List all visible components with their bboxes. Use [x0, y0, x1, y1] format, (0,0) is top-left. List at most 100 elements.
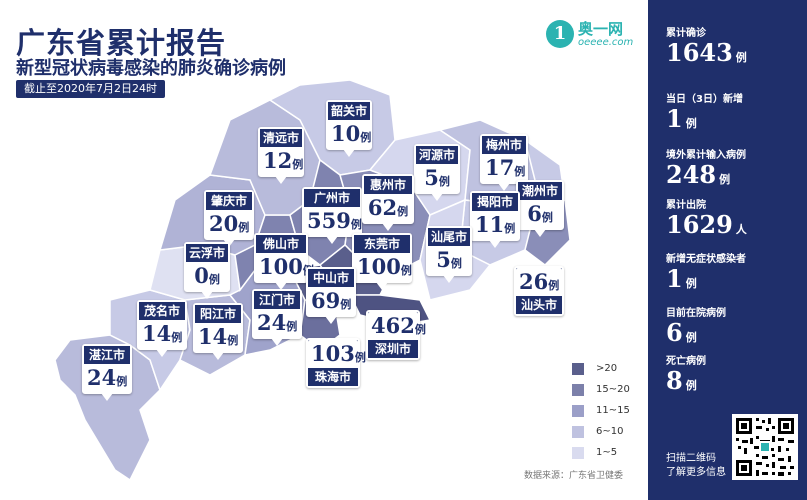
city-unit: 例	[286, 320, 298, 333]
city-value: 17	[485, 155, 515, 180]
city-unit: 例	[208, 273, 220, 286]
stat-label: 当日（3日）新增	[666, 94, 743, 105]
stat-unit: 例	[719, 173, 731, 186]
stat-unit: 例	[685, 379, 697, 392]
city-callout-chaozhou: 潮州市 6例	[516, 180, 564, 237]
city-unit: 例	[292, 158, 304, 171]
stat-label: 新增无症状感染者	[666, 254, 746, 265]
qr-caption: 扫描二维码 了解更多信息	[666, 452, 726, 480]
city-value: 11	[475, 212, 505, 237]
stat-label: 累计确诊	[666, 28, 706, 39]
city-unit: 例	[116, 375, 128, 388]
city-value: 6	[527, 201, 542, 226]
city-name: 江门市	[254, 291, 300, 309]
city-callout-jieyang: 揭阳市 11例	[470, 191, 520, 248]
city-callout-meizhou: 梅州市 17例	[480, 134, 528, 191]
city-name: 阳江市	[195, 305, 241, 323]
stat-value: 6	[666, 318, 683, 347]
city-callout-jiangmen: 江门市 24例	[252, 289, 302, 346]
city-unit: 例	[450, 257, 462, 270]
city-callout-zhanjiang: 湛江市 24例	[82, 344, 132, 401]
city-unit: 例	[504, 222, 516, 235]
city-name: 云浮市	[186, 244, 228, 262]
city-name: 河源市	[416, 146, 458, 164]
city-value: 24	[257, 310, 287, 335]
city-name: 清远市	[260, 129, 302, 147]
brand-logo[interactable]: 1 奥一网 oeeee.com	[546, 18, 640, 54]
city-unit: 例	[354, 351, 366, 364]
city-callout-zhongshan: 中山市 69例	[306, 267, 356, 324]
city-value: 559	[307, 208, 351, 233]
legend-swatch	[572, 383, 584, 396]
logo-domain: oeeee.com	[578, 37, 634, 48]
city-unit: 例	[514, 165, 526, 178]
legend-swatch	[572, 446, 584, 459]
city-unit: 例	[400, 264, 412, 277]
map-legend: >20 15~20 11~15 6~10 1~5	[572, 358, 642, 463]
city-unit: 例	[350, 218, 362, 231]
city-unit: 例	[340, 298, 352, 311]
city-callout-dongguan: 东莞市 100例	[352, 233, 412, 290]
city-value: 14	[198, 324, 228, 349]
city-callout-foshan: 佛山市 100例	[254, 233, 314, 290]
stat-label: 累计出院	[666, 200, 706, 211]
city-unit: 例	[414, 323, 426, 336]
map-area: 广东省累计报告 新型冠状病毒感染的肺炎确诊病例 截止至2020年7月2日24时 …	[16, 18, 642, 481]
legend-label: >20	[596, 363, 618, 374]
qr-code-icon[interactable]	[732, 414, 798, 480]
city-value: 0	[194, 263, 209, 288]
city-name: 汕尾市	[428, 228, 470, 246]
city-unit: 例	[238, 221, 250, 234]
city-unit: 例	[438, 175, 450, 188]
city-unit: 例	[360, 131, 372, 144]
city-value: 26	[519, 269, 549, 294]
stat-label: 目前在院病例	[666, 308, 726, 319]
data-source: 数据来源：广东省卫健委	[524, 471, 624, 481]
stat-value: 1	[666, 264, 683, 293]
page-title: 广东省累计报告	[16, 26, 227, 60]
stat-unit: 例	[735, 51, 747, 64]
city-callout-shenzhen: 462例 深圳市	[366, 310, 426, 360]
legend-item: 1~5	[572, 442, 642, 463]
city-value: 100	[357, 254, 401, 279]
stat-value: 1629	[666, 210, 733, 239]
city-name: 潮州市	[518, 182, 562, 200]
stat-label: 死亡病例	[666, 356, 706, 367]
city-unit: 例	[548, 279, 560, 292]
stat-cumulative-confirmed: 累计确诊 1643 例	[666, 24, 747, 67]
city-unit: 例	[227, 334, 239, 347]
city-value: 5	[436, 247, 451, 272]
city-value: 69	[311, 288, 341, 313]
legend-swatch	[572, 362, 584, 375]
city-unit: 例	[397, 205, 409, 218]
city-name: 佛山市	[256, 235, 306, 253]
stat-value: 1643	[666, 38, 733, 67]
logo-name: 奥一网	[578, 20, 624, 38]
city-name: 韶关市	[328, 102, 370, 120]
city-callout-maoming: 茂名市 14例	[137, 300, 187, 357]
legend-swatch	[572, 404, 584, 417]
qr-caption-line2: 了解更多信息	[666, 467, 726, 478]
city-value: 103	[311, 341, 355, 366]
city-callout-yangjiang: 阳江市 14例	[193, 303, 243, 360]
stat-value: 1	[666, 104, 683, 133]
date-badge: 截止至2020年7月2日24时	[16, 80, 165, 98]
city-name: 广州市	[304, 189, 360, 207]
legend-label: 11~15	[596, 405, 630, 416]
qr-caption-line1: 扫描二维码	[666, 453, 716, 464]
city-name: 茂名市	[139, 302, 185, 320]
city-callout-heyuan: 河源市 5例	[414, 144, 460, 201]
legend-item: >20	[572, 358, 642, 379]
city-value: 5	[424, 165, 439, 190]
city-callout-zhuhai: 103例 珠海市	[306, 338, 366, 388]
legend-item: 15~20	[572, 379, 642, 400]
city-name: 深圳市	[368, 340, 418, 358]
legend-label: 15~20	[596, 384, 630, 395]
city-value: 100	[259, 254, 303, 279]
qr-code-graphic	[732, 414, 798, 480]
city-name: 东莞市	[354, 235, 410, 253]
city-value: 462	[371, 313, 415, 338]
